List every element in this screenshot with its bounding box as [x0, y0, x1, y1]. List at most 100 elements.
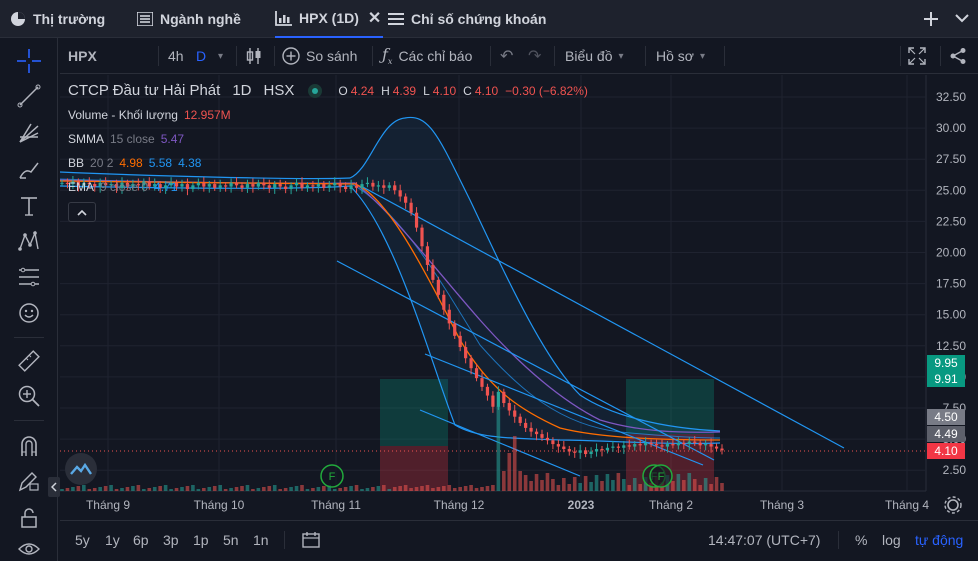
volume-bar [409, 488, 413, 491]
volume-bar [627, 485, 632, 491]
smma-params: 15 close [110, 132, 155, 146]
measure-lines-tool[interactable] [14, 262, 44, 292]
grid [60, 75, 926, 491]
candle-body [447, 309, 451, 324]
clock-timezone[interactable]: 14:47:07 (UTC+7) [708, 521, 820, 559]
share-button[interactable] [949, 38, 967, 74]
volume-bar [507, 453, 512, 491]
crosshair-tool[interactable] [14, 46, 44, 76]
list-icon [137, 12, 153, 26]
text-tool[interactable] [14, 191, 44, 221]
interval-dropdown[interactable]: ▾ [218, 38, 223, 74]
percent-scale-toggle[interactable]: % [855, 521, 867, 559]
zoom-tool[interactable] [14, 381, 44, 411]
collapse-sidebar-button[interactable] [48, 477, 60, 497]
interval-label: 4h [168, 48, 184, 64]
tab-menu-icon[interactable] [950, 0, 974, 38]
gann-fan-tool[interactable] [14, 118, 44, 148]
profile-dropdown[interactable]: Hồ sơ ▾ [656, 38, 705, 74]
candle-body [316, 184, 320, 187]
divider [645, 46, 646, 66]
close-icon[interactable]: ✕ [367, 10, 382, 27]
volume-legend[interactable]: Volume - Khối lượng 12.957M [68, 108, 231, 122]
stay-in-drawing-tool[interactable] [14, 466, 44, 496]
position-profit-zone[interactable] [380, 379, 448, 446]
lock-drawings-tool[interactable] [14, 503, 44, 533]
bb-legend[interactable]: BB 20 2 4.98 5.58 4.38 [68, 156, 201, 170]
brush-tool[interactable] [14, 155, 44, 185]
candle-body [136, 184, 140, 186]
volume-bar [152, 487, 157, 491]
range-3p[interactable]: 3p [163, 521, 179, 559]
hide-drawings-tool[interactable] [14, 534, 44, 561]
compare-button[interactable]: So sánh [282, 38, 357, 74]
event-marker-circle [649, 464, 673, 488]
candle-body [551, 440, 555, 445]
trend-line[interactable] [360, 185, 845, 449]
event-marker[interactable]: F [649, 464, 673, 488]
tab-hpx-chart[interactable]: HPX (1D) ✕ [275, 0, 384, 38]
add-tab-icon[interactable] [919, 0, 943, 38]
range-5y[interactable]: 5y [75, 521, 90, 559]
broker-logo[interactable] [65, 453, 97, 485]
share-icon [950, 48, 966, 64]
auto-scale-toggle[interactable]: tự động [915, 521, 963, 559]
candle-body [474, 368, 479, 379]
range-6p[interactable]: 6p [133, 521, 149, 559]
ruler-tool[interactable] [14, 346, 44, 376]
position-profit-zone[interactable] [626, 379, 714, 434]
chart-type-dropdown[interactable]: Biểu đồ ▾ [565, 38, 624, 74]
range-1p[interactable]: 1p [193, 521, 209, 559]
candle-body [720, 448, 724, 451]
log-scale-toggle[interactable]: log [882, 521, 901, 559]
volume-bar [251, 489, 255, 491]
event-marker[interactable]: F [320, 464, 344, 488]
position-loss-zone[interactable] [380, 446, 448, 491]
volume-bar [671, 481, 675, 491]
range-1n[interactable]: 1n [253, 521, 269, 559]
pattern-tool[interactable] [14, 226, 44, 256]
undo-icon: ↶ [500, 48, 514, 65]
divider [14, 337, 44, 338]
trend-line[interactable] [336, 260, 715, 461]
tab-market[interactable]: Thị trường [10, 0, 105, 38]
undo-button[interactable]: ↶ [500, 38, 513, 74]
symbol-search[interactable]: HPX [68, 38, 97, 74]
tab-stock-index[interactable]: Chỉ số chứng khoán [388, 0, 546, 38]
fullscreen-button[interactable] [908, 38, 926, 74]
volume-bar [245, 485, 250, 491]
trendline-tool[interactable] [14, 81, 44, 111]
range-5n[interactable]: 5n [223, 521, 239, 559]
candle-body [185, 184, 190, 190]
volume-bar [605, 474, 610, 491]
candle-body [676, 442, 680, 446]
tab-industry[interactable]: Ngành nghề [137, 0, 241, 38]
candle-body [518, 416, 522, 423]
ema-legend[interactable]: EMA 9 close 0 4.71 [68, 180, 177, 194]
collapse-legend-button[interactable] [68, 202, 96, 222]
range-1y[interactable]: 1y [105, 521, 120, 559]
smma-legend[interactable]: SMMA 15 close 5.47 [68, 132, 184, 146]
volume-bar [109, 485, 113, 491]
icon-tool[interactable] [14, 298, 44, 328]
candle-body [524, 422, 528, 428]
volume-bar [103, 486, 108, 491]
candle-body [60, 182, 64, 184]
volume-bar [425, 485, 430, 491]
magnet-tool[interactable] [14, 431, 44, 461]
interval-4h[interactable]: 4h [168, 38, 184, 74]
smiley-icon [19, 303, 39, 323]
range-label: 1n [253, 532, 269, 548]
lines-icon [19, 267, 39, 287]
interval-d[interactable]: D [196, 38, 206, 74]
volume-bar [578, 483, 582, 491]
settings-icon[interactable] [944, 496, 962, 514]
volume-bar [256, 488, 261, 491]
go-to-date-button[interactable] [302, 521, 320, 559]
candle-body [213, 184, 217, 188]
redo-button[interactable]: ↷ [528, 38, 541, 74]
volume-bar [98, 487, 102, 491]
candle-type-button[interactable] [246, 38, 262, 74]
indicators-button[interactable]: ƒx Các chỉ báo [382, 38, 472, 74]
